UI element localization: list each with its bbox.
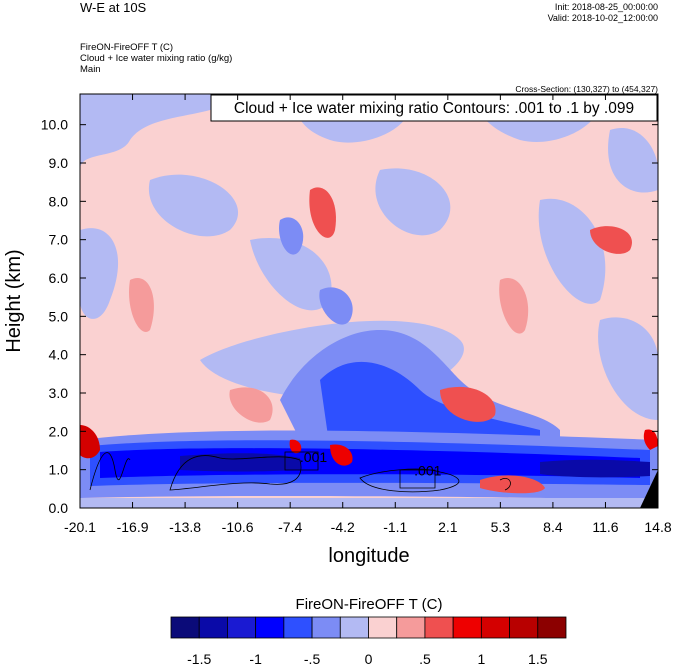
colorbar-title: FireON-FireOFF T (C) (296, 596, 443, 613)
field-patch (598, 317, 658, 420)
x-tick-label: -16.9 (117, 519, 149, 535)
y-tick-label: 1.0 (49, 462, 69, 478)
field-patch (590, 226, 632, 254)
y-tick-label: 5.0 (49, 308, 69, 324)
colorbar-swatch (227, 616, 257, 639)
field-name: FireON-FireOFF T (C) (80, 42, 174, 53)
cloud-contours (89, 451, 511, 493)
y-axis: 0.0 1.0 2.0 3.0 4.0 5.0 6.0 7.0 8.0 9.0 10.0 (41, 117, 658, 516)
x-tick-label: -10.6 (222, 519, 254, 535)
field-patch (319, 287, 353, 325)
colorbar-label: -.5 (304, 651, 321, 667)
field-patch (330, 444, 353, 466)
x-tick-label: 14.8 (644, 519, 671, 535)
x-tick-label: 11.6 (592, 519, 618, 535)
colorbar-swatch (424, 616, 454, 639)
x-axis-label: longitude (328, 545, 409, 567)
field-patch (80, 228, 119, 319)
contour-info-text: Cloud + Ice water mixing ratio Contours:… (234, 100, 634, 117)
contour-label: .001 (300, 449, 327, 465)
field-patch (540, 459, 650, 478)
x-tick-label: -1.1 (383, 519, 407, 535)
cloud-contour (499, 478, 511, 491)
y-tick-label: 9.0 (49, 155, 69, 171)
field-patch (180, 453, 300, 472)
colorbar-swatch (170, 616, 200, 639)
colorbar-swatch (480, 616, 510, 639)
x-tick-label: 5.3 (491, 519, 511, 535)
level-name: Main (80, 64, 101, 75)
x-tick-label: 8.4 (543, 519, 563, 535)
y-tick-label: 2.0 (49, 423, 69, 439)
x-tick-label: -4.2 (331, 519, 355, 535)
cross-section-label: Cross-Section: (130,327) to (454,327) (515, 84, 658, 94)
cloud-contour (284, 451, 319, 471)
chart-title: W-E at 10S (80, 0, 147, 15)
field-patch (80, 498, 658, 508)
field-patch (148, 174, 239, 237)
field-patch (480, 475, 545, 494)
y-tick-label: 10.0 (41, 117, 68, 133)
heatmap-field (80, 94, 658, 508)
y-tick-label: 6.0 (49, 270, 69, 286)
field-patch (279, 217, 304, 255)
colorbar (170, 616, 567, 639)
cloud-contour (169, 455, 302, 491)
colorbar-swatch (198, 616, 228, 639)
y-tick-label: 8.0 (49, 193, 69, 209)
field-patch (80, 425, 100, 459)
colorbar-swatch (283, 616, 313, 639)
plot-frame (79, 93, 659, 509)
x-axis: -20.1 -16.9 -13.8 -10.6 -7.4 -4.2 -1.1 2.1 5.3 8.… (64, 94, 672, 535)
y-tick-label: 4.0 (49, 347, 69, 363)
field-patch (320, 361, 540, 450)
colorbar-label: -1 (249, 651, 262, 667)
field-patch (440, 386, 496, 422)
x-tick-label: 2.1 (438, 519, 458, 535)
init-time: Init: 2018-08-25_00:00:00 (554, 2, 658, 12)
field-patch (375, 168, 451, 236)
colorbar-labels: -1.5 -1 -.5 0 .5 1 1.5 (187, 651, 548, 667)
colorbar-label: -1.5 (187, 651, 211, 667)
field-patch (643, 429, 658, 450)
x-tick-label: -7.4 (278, 519, 302, 535)
colorbar-swatch (339, 616, 369, 639)
colorbar-label: 1.5 (528, 651, 548, 667)
field-patch (229, 387, 273, 423)
field-patch (608, 128, 658, 193)
y-tick-label: 0.0 (49, 500, 69, 516)
cloud-contour (359, 468, 460, 493)
field-patch (129, 278, 154, 332)
cloud-contour (399, 469, 436, 489)
overlay-name: Cloud + Ice water mixing ratio (g/kg) (80, 53, 233, 64)
contour-info-box (210, 94, 658, 122)
colorbar-label: 0 (365, 651, 373, 667)
colorbar-swatch (368, 616, 398, 639)
field-patch (499, 278, 529, 334)
y-tick-label: 3.0 (49, 385, 69, 401)
colorbar-label: 1 (477, 651, 485, 667)
colorbar-swatch (396, 616, 426, 639)
colorbar-swatch (452, 616, 482, 639)
field-patch (309, 187, 336, 238)
x-tick-label: -13.8 (169, 519, 201, 535)
y-axis-label: Height (km) (3, 249, 25, 352)
contour-label: .001 (414, 462, 441, 478)
field-patch (289, 439, 302, 454)
colorbar-swatch (311, 616, 341, 639)
colorbar-label: .5 (419, 651, 431, 667)
field-patch (250, 238, 332, 311)
cloud-contour (89, 452, 131, 491)
y-tick-label: 7.0 (49, 232, 69, 248)
colorbar-swatch (537, 616, 567, 639)
valid-time: Valid: 2018-10-02_12:00:00 (547, 13, 658, 23)
field-patch (538, 198, 606, 304)
colorbar-swatch (255, 616, 285, 639)
x-tick-label: -20.1 (64, 519, 96, 535)
field-patch (80, 94, 240, 170)
colorbar-swatch (509, 616, 539, 639)
terrain (640, 470, 658, 508)
